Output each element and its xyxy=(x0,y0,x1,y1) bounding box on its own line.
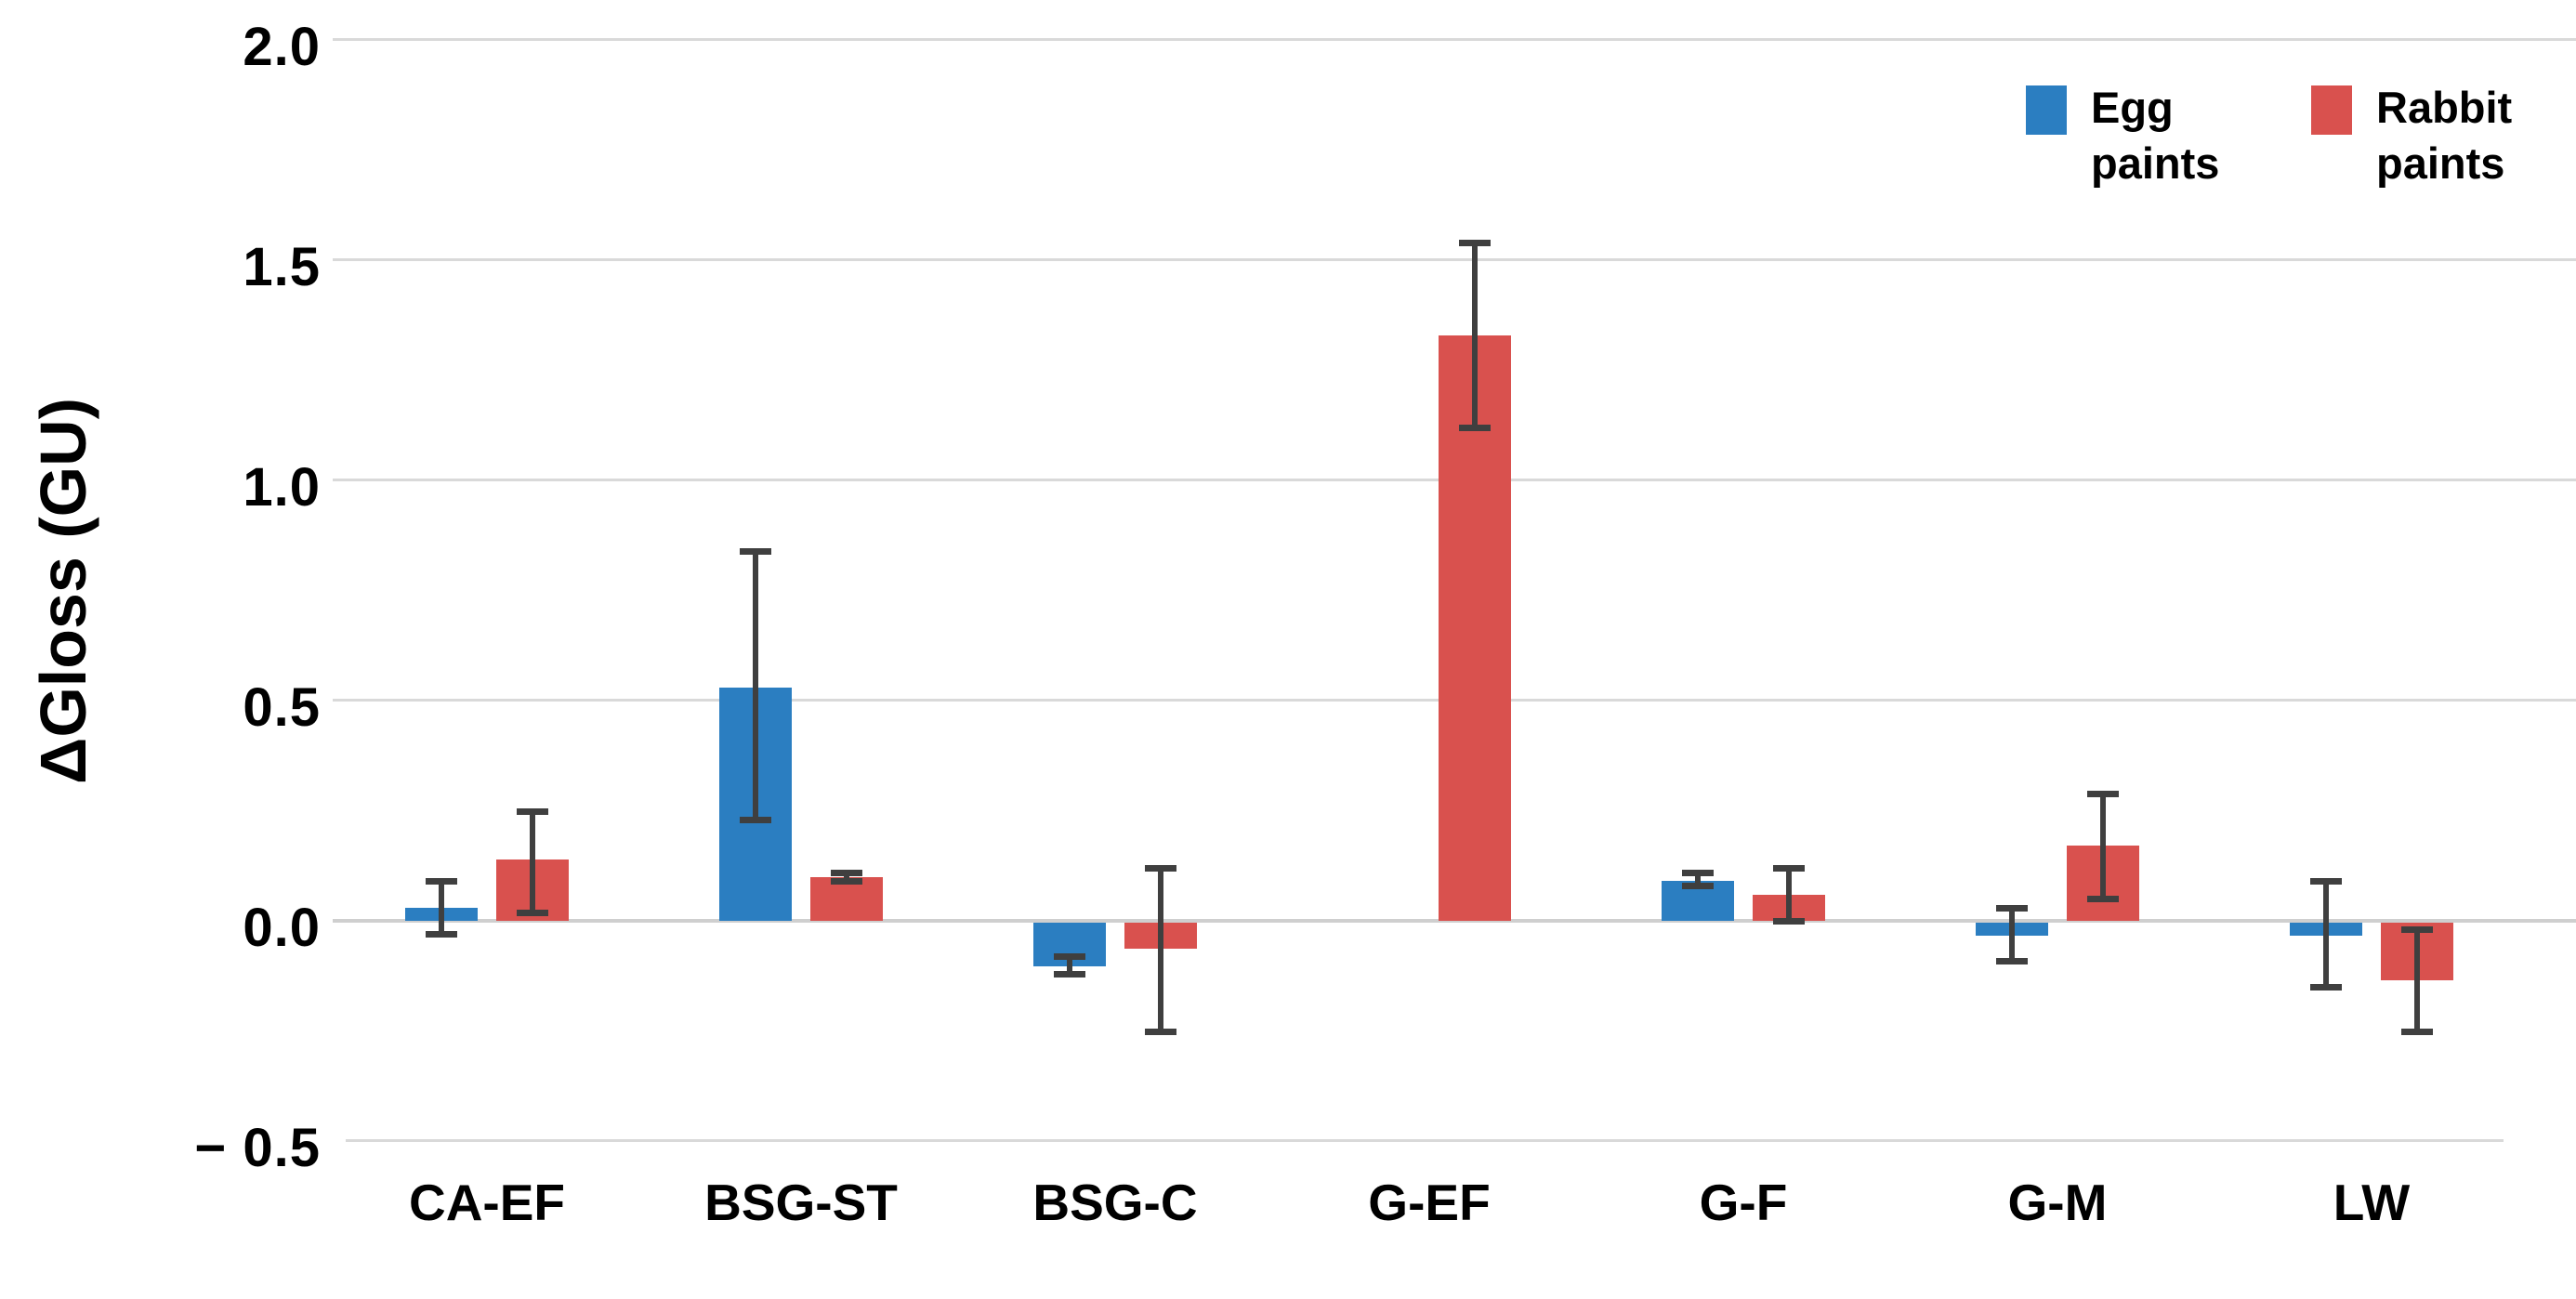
error-bar-cap xyxy=(740,547,771,555)
error-bar-cap xyxy=(831,878,862,886)
legend-item-rabbit: Rabbit paints xyxy=(2311,83,2539,191)
y-tick-label: 1.0 xyxy=(243,457,321,518)
error-bar-cap xyxy=(426,931,457,938)
error-bar-cap xyxy=(1054,970,1085,978)
error-bar-cap xyxy=(740,816,771,823)
error-bar xyxy=(1695,872,1701,886)
error-bar-cap xyxy=(1682,869,1714,876)
error-bar-cap xyxy=(1145,1028,1176,1035)
gridline xyxy=(333,38,2576,41)
y-tick-label: 0.5 xyxy=(243,677,321,738)
error-bar xyxy=(1158,868,1163,1031)
error-bar xyxy=(844,872,849,882)
error-bar xyxy=(2100,793,2106,899)
error-bar-cap xyxy=(517,909,548,916)
y-tick-label: 2.0 xyxy=(243,17,321,77)
error-bar-cap xyxy=(1459,240,1491,247)
x-axis-label-G-EF: G-EF xyxy=(1368,1174,1491,1231)
error-bar-cap xyxy=(2087,790,2119,797)
error-bar-cap xyxy=(2401,926,2433,934)
x-axis-label-BSG-ST: BSG-ST xyxy=(704,1174,898,1231)
error-bar xyxy=(530,810,535,912)
error-bar xyxy=(439,881,444,935)
x-axis-label-BSG-C: BSG-C xyxy=(1032,1174,1198,1231)
error-bar xyxy=(2414,929,2420,1031)
zero-gridline xyxy=(333,919,2576,923)
error-bar-cap xyxy=(831,869,862,876)
error-bar-cap xyxy=(1459,425,1491,432)
error-bar-cap xyxy=(2310,984,2342,991)
error-bar-cap xyxy=(2087,896,2119,903)
gridline xyxy=(333,258,2576,261)
error-bar-cap xyxy=(426,878,457,886)
y-tick-label: − 0.5 xyxy=(194,1118,321,1178)
legend-item-egg: Egg paints xyxy=(2026,83,2254,191)
error-bar xyxy=(1067,955,1072,974)
error-bar-cap xyxy=(1054,952,1085,960)
error-bar xyxy=(1786,868,1792,921)
error-bar-cap xyxy=(1145,865,1176,873)
error-bar xyxy=(2009,907,2015,961)
legend-swatch-egg xyxy=(2026,85,2067,135)
x-axis-label-G-F: G-F xyxy=(1699,1174,1788,1231)
y-tick-label: 1.5 xyxy=(243,237,321,297)
error-bar-cap xyxy=(1996,904,2028,912)
x-axis-label-G-M: G-M xyxy=(2007,1174,2108,1231)
bar-rabbit-G-EF xyxy=(1439,335,1511,921)
legend-label: Egg paints xyxy=(2091,83,2220,188)
error-bar-cap xyxy=(1773,865,1805,873)
error-bar xyxy=(2323,881,2329,988)
x-axis-label-LW: LW xyxy=(2333,1174,2411,1231)
legend-label: Rabbit paints xyxy=(2376,83,2513,188)
y-tick-label: 0.0 xyxy=(243,898,321,958)
error-bar-cap xyxy=(2401,1028,2433,1035)
error-bar xyxy=(1472,243,1478,428)
error-bar-cap xyxy=(1773,918,1805,925)
gridline xyxy=(346,1139,2504,1142)
error-bar-cap xyxy=(1682,883,1714,890)
error-bar-cap xyxy=(1996,957,2028,964)
x-axis-label-CA-EF: CA-EF xyxy=(408,1174,566,1231)
error-bar-cap xyxy=(2310,878,2342,886)
error-bar xyxy=(753,550,758,820)
error-bar-cap xyxy=(517,807,548,815)
y-axis-title: ΔGloss (GU) xyxy=(27,398,99,784)
legend-swatch-rabbit xyxy=(2311,85,2352,135)
